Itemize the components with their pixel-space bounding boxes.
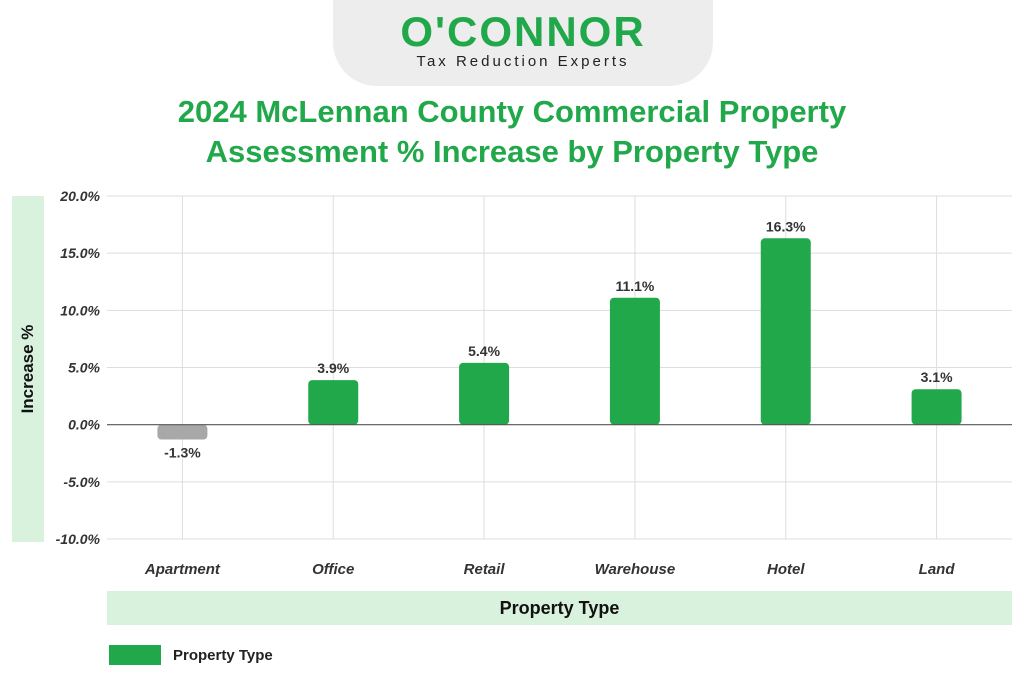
y-tick-label: 5.0% <box>68 360 100 376</box>
y-tick-label: 20.0% <box>59 188 100 204</box>
bar-apartment <box>157 424 208 440</box>
chart-title: 2024 McLennan County Commercial Property… <box>0 92 1024 172</box>
x-tick-label: Warehouse <box>595 561 676 578</box>
data-label: 16.3% <box>766 218 806 234</box>
legend: Property Type <box>109 644 273 666</box>
y-tick-label: 0.0% <box>68 417 100 433</box>
y-tick-label: 15.0% <box>60 245 100 261</box>
bar-retail <box>459 362 510 425</box>
legend-label: Property Type <box>173 646 273 664</box>
x-tick-label: Apartment <box>144 561 221 578</box>
bar-office <box>308 380 359 425</box>
x-tick-label: Land <box>919 561 956 578</box>
chart-title-line-2: Assessment % Increase by Property Type <box>205 134 819 169</box>
data-label: 5.4% <box>468 343 500 359</box>
y-axis-label-band <box>12 196 44 542</box>
logo-tab <box>333 0 713 86</box>
bar-warehouse <box>609 297 660 425</box>
data-label: 11.1% <box>615 278 654 294</box>
logo: O'CONNOR <box>400 8 646 55</box>
data-label: 3.9% <box>317 360 349 376</box>
y-tick-label: -5.0% <box>63 474 100 490</box>
x-tick-label: Office <box>312 561 354 578</box>
x-tick-label: Retail <box>464 561 506 578</box>
bar-land <box>911 389 962 425</box>
chart-title-line-1: 2024 McLennan County Commercial Property <box>177 94 847 129</box>
x-tick-label: Hotel <box>767 561 805 578</box>
x-axis-label: Property Type <box>107 591 1012 625</box>
data-label: 3.1% <box>921 369 953 385</box>
bar-hotel <box>760 238 811 425</box>
legend-swatch <box>109 645 161 665</box>
y-tick-label: 10.0% <box>60 302 100 318</box>
data-label: -1.3% <box>164 445 201 461</box>
logo-tagline: Tax Reduction Experts <box>416 53 630 70</box>
y-tick-label: -10.0% <box>56 531 101 547</box>
